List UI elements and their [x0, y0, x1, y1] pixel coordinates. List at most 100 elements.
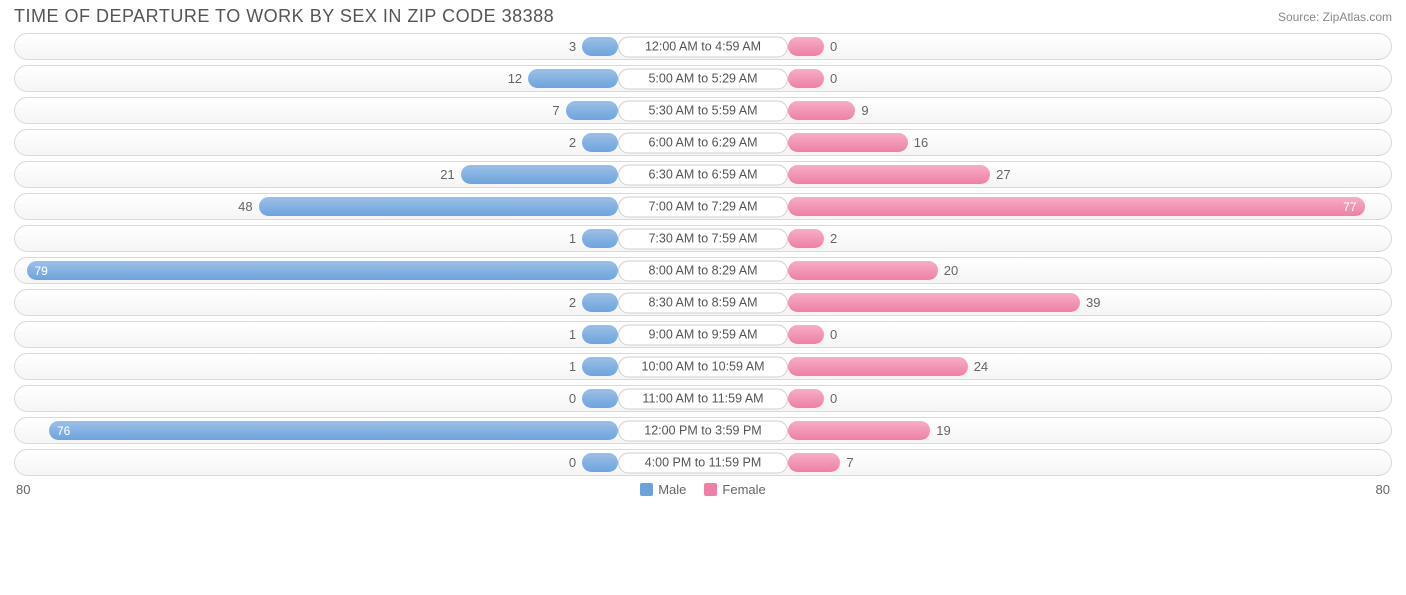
- male-bar: [582, 133, 618, 152]
- female-half: 24: [703, 354, 1391, 379]
- female-half: 16: [703, 130, 1391, 155]
- female-half: 39: [703, 290, 1391, 315]
- female-half: 0: [703, 386, 1391, 411]
- chart-row: 12 0 5:00 AM to 5:29 AM: [14, 65, 1392, 92]
- male-value: 0: [569, 391, 576, 406]
- female-value: 39: [1086, 295, 1100, 310]
- legend-swatch: [640, 483, 653, 496]
- female-value: 7: [846, 455, 853, 470]
- female-value: 0: [830, 327, 837, 342]
- male-bar: [461, 165, 618, 184]
- time-range-label: 12:00 PM to 3:59 PM: [618, 420, 788, 441]
- chart-legend: Male Female: [640, 482, 766, 497]
- male-bar: [582, 229, 618, 248]
- female-value: 77: [1343, 200, 1356, 214]
- female-half: 0: [703, 66, 1391, 91]
- male-value: 76: [57, 424, 70, 438]
- female-half: 77: [703, 194, 1391, 219]
- chart-row: 79 208:00 AM to 8:29 AM: [14, 257, 1392, 284]
- male-bar: [566, 101, 618, 120]
- female-value: 24: [974, 359, 988, 374]
- time-range-label: 6:30 AM to 6:59 AM: [618, 164, 788, 185]
- female-half: 27: [703, 162, 1391, 187]
- chart-row: 2 16 6:00 AM to 6:29 AM: [14, 129, 1392, 156]
- time-range-label: 7:00 AM to 7:29 AM: [618, 196, 788, 217]
- time-range-label: 8:30 AM to 8:59 AM: [618, 292, 788, 313]
- male-value: 2: [569, 135, 576, 150]
- male-value: 21: [440, 167, 454, 182]
- female-half: 20: [703, 258, 1391, 283]
- male-value: 3: [569, 39, 576, 54]
- axis-max-right: 80: [1376, 482, 1390, 497]
- female-value: 27: [996, 167, 1010, 182]
- male-half: 7: [15, 98, 703, 123]
- time-range-label: 11:00 AM to 11:59 AM: [618, 388, 788, 409]
- time-range-label: 9:00 AM to 9:59 AM: [618, 324, 788, 345]
- chart-footer: 80 MaleFemale 80: [10, 476, 1396, 497]
- chart-container: TIME OF DEPARTURE TO WORK BY SEX IN ZIP …: [0, 0, 1406, 507]
- female-half: 7: [703, 450, 1391, 475]
- male-bar: [582, 325, 618, 344]
- female-bar: [788, 293, 1080, 312]
- male-half: 1: [15, 226, 703, 251]
- time-range-label: 5:30 AM to 5:59 AM: [618, 100, 788, 121]
- female-half: 19: [703, 418, 1391, 443]
- female-bar: [788, 69, 824, 88]
- time-range-label: 10:00 AM to 10:59 AM: [618, 356, 788, 377]
- time-range-label: 7:30 AM to 7:59 AM: [618, 228, 788, 249]
- male-half: 21: [15, 162, 703, 187]
- male-half: 0: [15, 450, 703, 475]
- female-value: 0: [830, 71, 837, 86]
- chart-row: 0 0 11:00 AM to 11:59 AM: [14, 385, 1392, 412]
- female-bar: [788, 165, 990, 184]
- female-bar: [788, 229, 824, 248]
- male-value: 1: [569, 231, 576, 246]
- male-bar: 76: [49, 421, 618, 440]
- male-half: 1: [15, 354, 703, 379]
- female-value: 16: [914, 135, 928, 150]
- male-value: 12: [508, 71, 522, 86]
- female-value: 19: [936, 423, 950, 438]
- female-value: 2: [830, 231, 837, 246]
- female-bar: [788, 357, 968, 376]
- male-half: 3: [15, 34, 703, 59]
- male-half: 79: [15, 258, 703, 283]
- male-half: 12: [15, 66, 703, 91]
- male-value: 2: [569, 295, 576, 310]
- female-bar: [788, 325, 824, 344]
- female-value: 0: [830, 391, 837, 406]
- male-value: 48: [238, 199, 252, 214]
- male-half: 1: [15, 322, 703, 347]
- legend-item: Male: [640, 482, 686, 497]
- male-half: 2: [15, 290, 703, 315]
- female-bar: [788, 421, 930, 440]
- legend-swatch: [704, 483, 717, 496]
- legend-label: Male: [658, 482, 686, 497]
- time-range-label: 6:00 AM to 6:29 AM: [618, 132, 788, 153]
- chart-row: 1 0 9:00 AM to 9:59 AM: [14, 321, 1392, 348]
- chart-row: 21 27 6:30 AM to 6:59 AM: [14, 161, 1392, 188]
- female-bar: [788, 389, 824, 408]
- chart-row: 0 7 4:00 PM to 11:59 PM: [14, 449, 1392, 476]
- female-value: 0: [830, 39, 837, 54]
- time-range-label: 8:00 AM to 8:29 AM: [618, 260, 788, 281]
- male-bar: [582, 293, 618, 312]
- female-bar: [788, 101, 855, 120]
- female-half: 9: [703, 98, 1391, 123]
- female-bar: [788, 133, 908, 152]
- female-half: 0: [703, 322, 1391, 347]
- chart-row: 3012:00 AM to 4:59 AM: [14, 33, 1392, 60]
- chart-row: 2 39 8:30 AM to 8:59 AM: [14, 289, 1392, 316]
- legend-label: Female: [722, 482, 765, 497]
- male-half: 2: [15, 130, 703, 155]
- chart-row: 76 19 12:00 PM to 3:59 PM: [14, 417, 1392, 444]
- male-value: 1: [569, 359, 576, 374]
- chart-row: 48 77 7:00 AM to 7:29 AM: [14, 193, 1392, 220]
- chart-source: Source: ZipAtlas.com: [1278, 10, 1392, 24]
- female-bar: [788, 453, 840, 472]
- male-value: 0: [569, 455, 576, 470]
- time-range-label: 4:00 PM to 11:59 PM: [618, 452, 788, 473]
- chart-row: 1 24 10:00 AM to 10:59 AM: [14, 353, 1392, 380]
- male-value: 79: [35, 264, 48, 278]
- time-range-label: 5:00 AM to 5:29 AM: [618, 68, 788, 89]
